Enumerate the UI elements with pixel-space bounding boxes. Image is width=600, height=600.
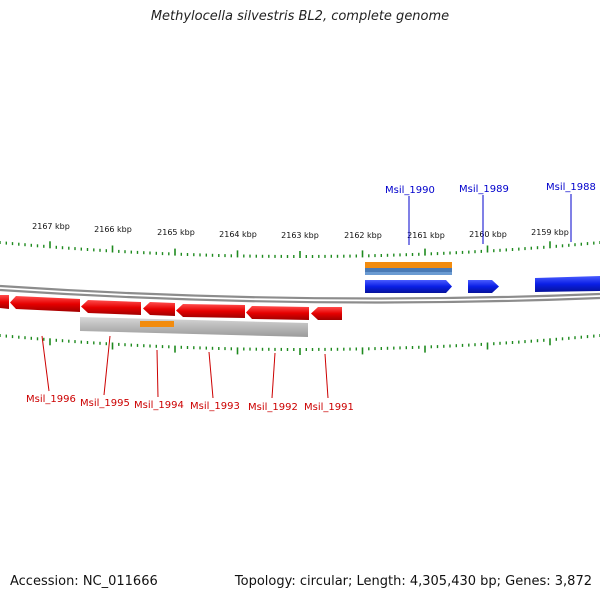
label-msil-1988[interactable]: Msil_1988 bbox=[546, 182, 596, 193]
label-msil-1994[interactable]: Msil_1994 bbox=[134, 400, 184, 411]
feature-gray-reverse bbox=[80, 317, 308, 337]
gene-msil-1995[interactable] bbox=[81, 300, 141, 315]
feature-blue-forward bbox=[365, 268, 452, 272]
ruler-label-2164: 2164 kbp bbox=[219, 230, 257, 239]
ruler-label-2159: 2159 kbp bbox=[531, 228, 569, 237]
leader-line-msil-1991 bbox=[324, 353, 329, 399]
label-msil-1989[interactable]: Msil_1989 bbox=[459, 184, 509, 195]
label-msil-1996[interactable]: Msil_1996 bbox=[26, 394, 76, 405]
ruler-label-2162: 2162 kbp bbox=[344, 231, 382, 240]
leader-line-msil-1995 bbox=[103, 335, 111, 396]
leader-line-msil-1996 bbox=[41, 335, 50, 392]
ruler-ticks-bottom bbox=[0, 334, 600, 355]
feature-steelblue-forward bbox=[365, 272, 452, 275]
gene-msil-1988[interactable] bbox=[535, 276, 600, 292]
forward-gene-labels: Msil_1990 Msil_1989 Msil_1988 bbox=[385, 182, 596, 245]
genome-backbone-outer bbox=[0, 284, 600, 300]
leader-line-msil-1994 bbox=[156, 349, 159, 398]
ruler-label-2167: 2167 kbp bbox=[32, 222, 70, 231]
ruler-label-2163: 2163 kbp bbox=[281, 231, 319, 240]
feature-orange-forward bbox=[365, 262, 452, 268]
label-msil-1991[interactable]: Msil_1991 bbox=[304, 402, 354, 413]
gene-msil-1993[interactable] bbox=[176, 304, 245, 318]
accession-text: Accession: NC_011666 bbox=[10, 574, 158, 589]
genome-summary-text: Topology: circular; Length: 4,305,430 bp… bbox=[234, 574, 592, 589]
ruler-label-2165: 2165 kbp bbox=[157, 228, 195, 237]
leader-line-msil-1992 bbox=[271, 352, 276, 399]
label-msil-1990[interactable]: Msil_1990 bbox=[385, 185, 435, 196]
gene-msil-1992[interactable] bbox=[246, 306, 309, 320]
gene-msil-1991[interactable] bbox=[311, 307, 342, 320]
ruler-labels: 2167 kbp 2166 kbp 2165 kbp 2164 kbp 2163… bbox=[32, 222, 569, 240]
genome-backbone-inner bbox=[0, 288, 600, 304]
gene-msil-1994[interactable] bbox=[143, 302, 175, 316]
reverse-gene-labels: Msil_1996 Msil_1995 Msil_1994 Msil_1993 … bbox=[26, 335, 354, 413]
ruler-label-2166: 2166 kbp bbox=[94, 225, 132, 234]
label-msil-1995[interactable]: Msil_1995 bbox=[80, 398, 130, 409]
ruler-label-2160: 2160 kbp bbox=[469, 230, 507, 239]
feature-orange-reverse bbox=[140, 321, 174, 327]
label-msil-1992[interactable]: Msil_1992 bbox=[248, 402, 298, 413]
gene-msil-1990[interactable] bbox=[365, 280, 452, 293]
label-msil-1993[interactable]: Msil_1993 bbox=[190, 401, 240, 412]
ruler-ticks-top bbox=[0, 241, 600, 258]
gene-msil-partial[interactable] bbox=[0, 295, 9, 309]
leader-line-msil-1993 bbox=[208, 351, 214, 399]
gene-msil-1996[interactable] bbox=[10, 296, 80, 312]
gene-msil-1989[interactable] bbox=[468, 280, 499, 293]
page-title: Methylocella silvestris BL2, complete ge… bbox=[150, 9, 450, 24]
ruler-label-2161: 2161 kbp bbox=[407, 231, 445, 240]
